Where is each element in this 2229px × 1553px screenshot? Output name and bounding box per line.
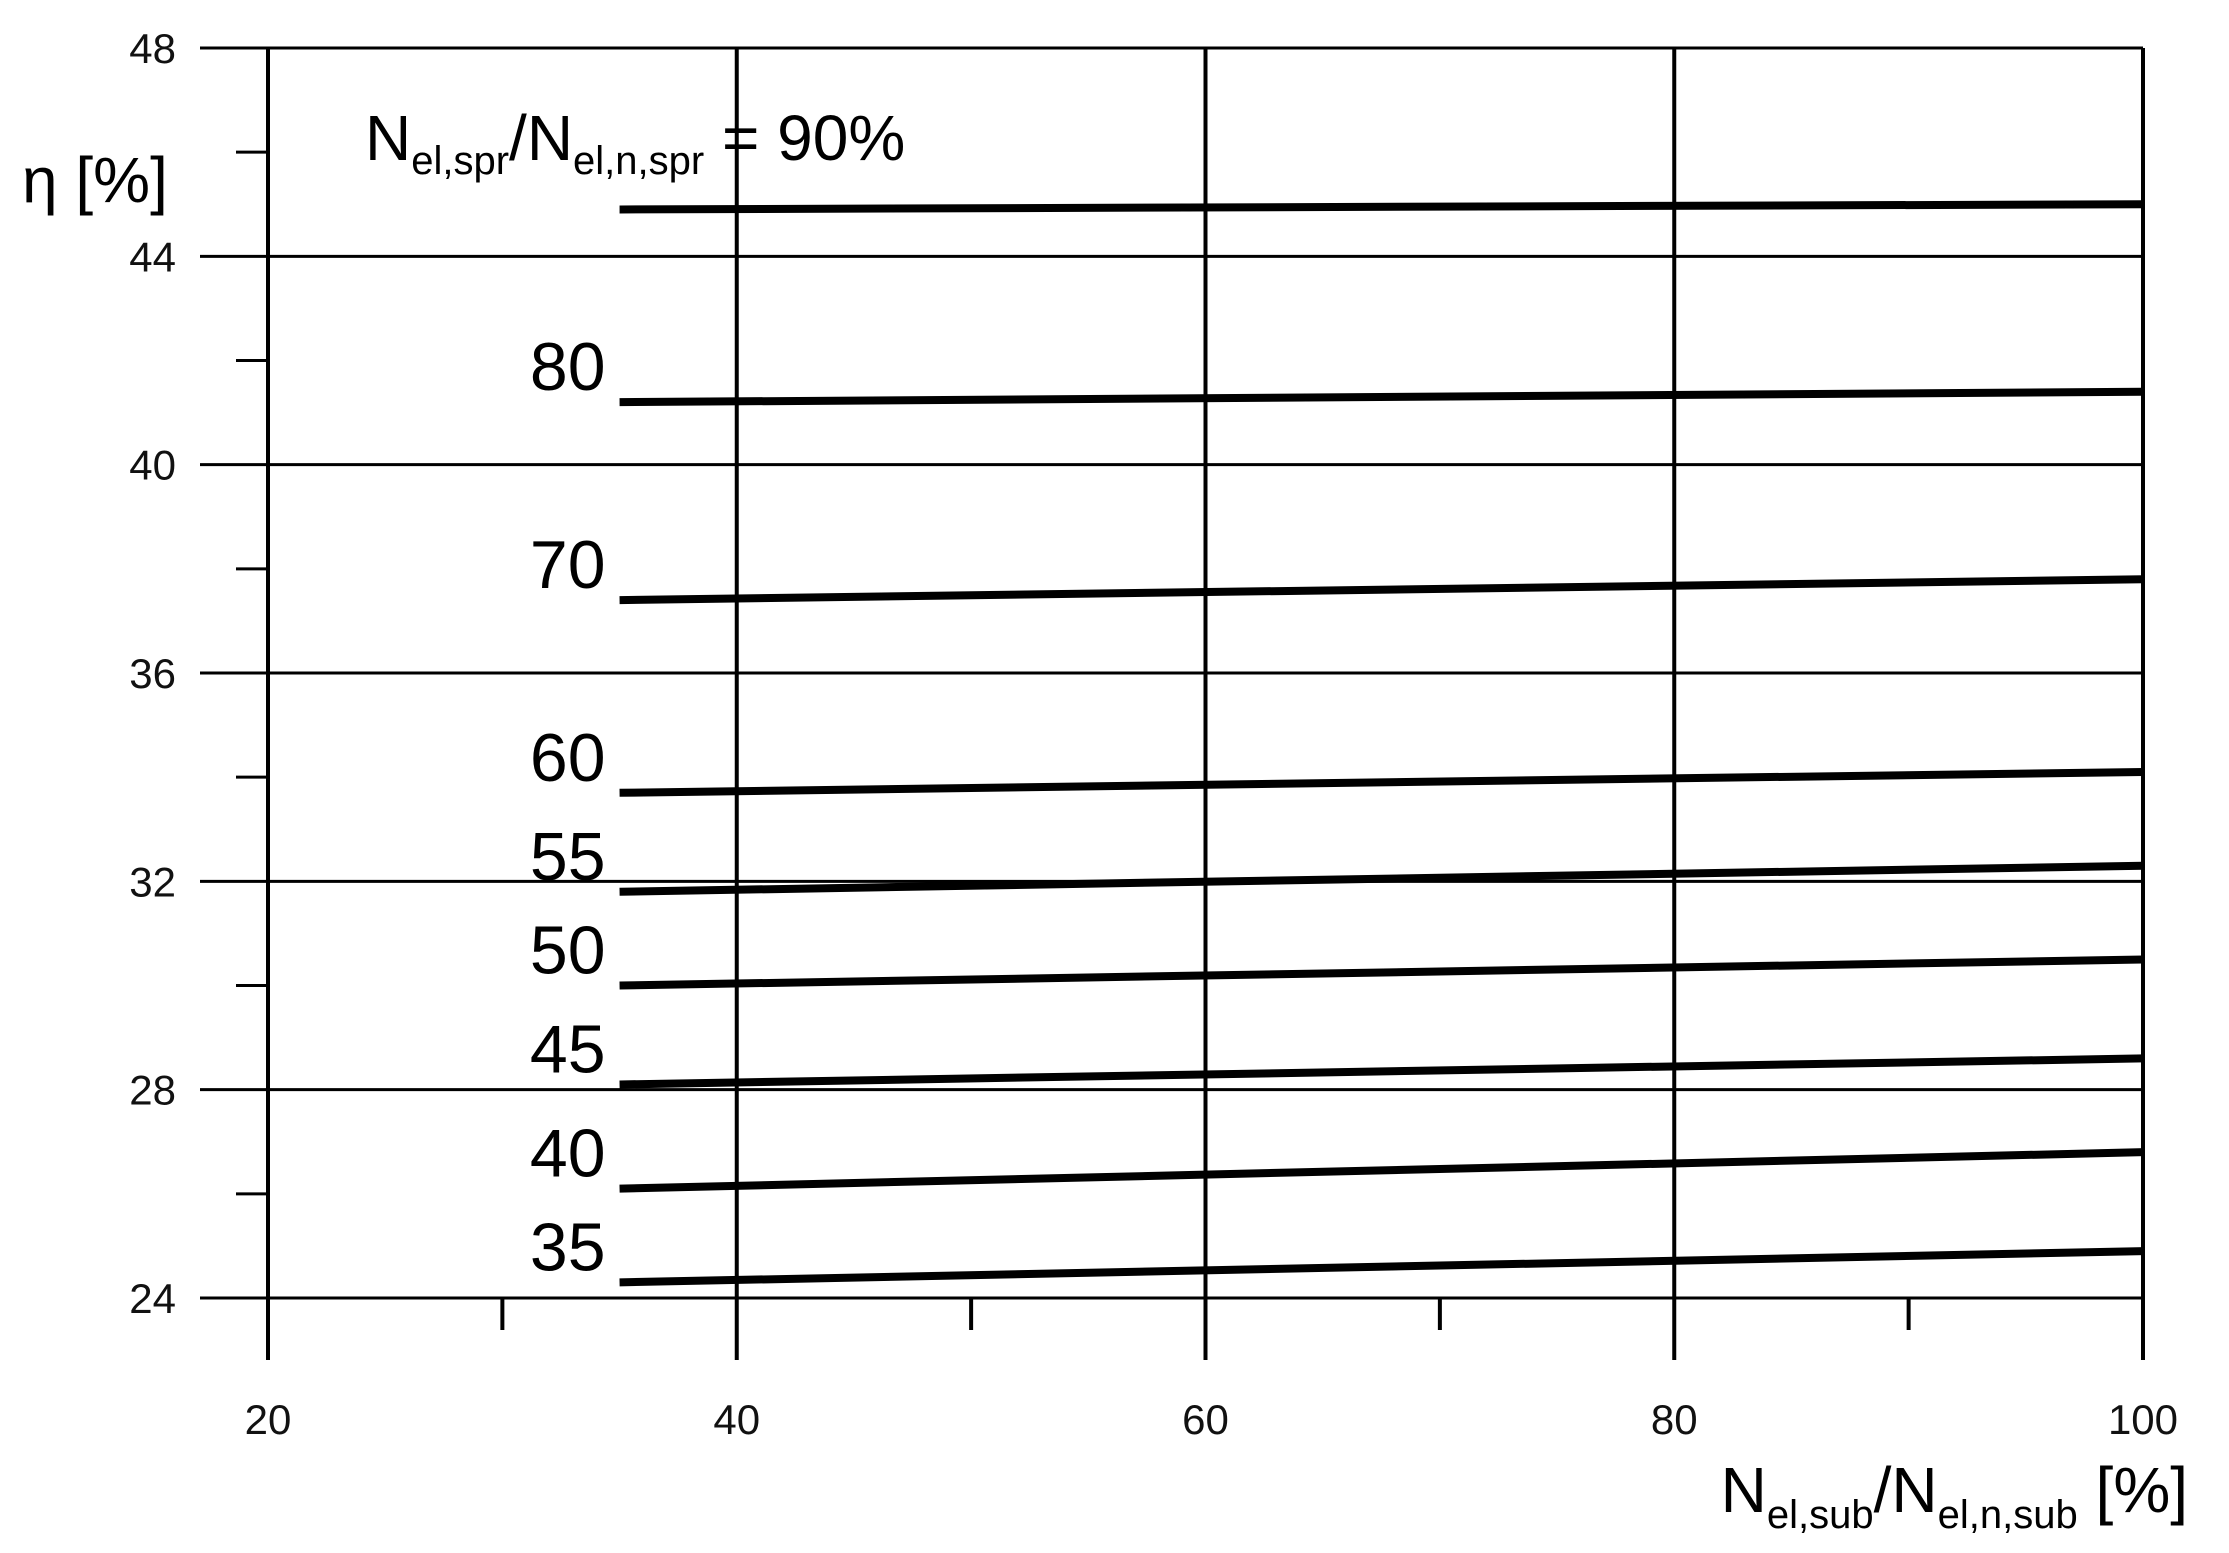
x-tick-label-80: 80 (1651, 1396, 1698, 1443)
series-labels: 80 70 60 55 50 45 40 35 (530, 329, 606, 1285)
series-header-rest: = 90% (704, 102, 905, 174)
series-header-slash: /N (509, 102, 573, 174)
x-tick-label-60: 60 (1182, 1396, 1229, 1443)
x-axis-label-unit: [%] (2078, 1454, 2188, 1526)
series-header-main: N (365, 102, 411, 174)
series-line-40 (619, 1148, 2144, 1193)
series-line-55 (619, 861, 2144, 896)
y-tick-label-44: 44 (129, 233, 176, 280)
series-line-60 (619, 767, 2144, 797)
series-lines (619, 200, 2144, 1287)
x-tick-label-100: 100 (2108, 1396, 2178, 1443)
series-line-80 (619, 387, 2144, 407)
series-label-55: 55 (530, 819, 606, 895)
x-axis-label-main: N (1721, 1454, 1767, 1526)
y-tick-label-40: 40 (129, 442, 176, 489)
series-label-70: 70 (530, 527, 606, 603)
x-axis-label-slash: /N (1874, 1454, 1938, 1526)
series-label-80: 80 (530, 329, 606, 405)
y-tick-label-32: 32 (129, 858, 176, 905)
series-line-50 (619, 955, 2144, 990)
series-header-label: Nel,spr/Nel,n,spr = 90% (365, 102, 905, 183)
grid (200, 46, 2145, 1360)
x-axis-label-sub2: el,n,sub (1938, 1493, 2078, 1537)
y-tick-label-48: 48 (129, 25, 176, 72)
series-label-50: 50 (530, 913, 606, 989)
series-line-70 (619, 575, 2144, 605)
x-tick-label-40: 40 (713, 1396, 760, 1443)
x-axis-label: Nel,sub/Nel,n,sub [%] (1721, 1454, 2188, 1537)
series-label-35: 35 (530, 1209, 606, 1285)
y-axis-label: η [%] (22, 144, 168, 216)
x-tick-label-20: 20 (245, 1396, 292, 1443)
series-line-35 (619, 1247, 2144, 1287)
series-header-sub2: el,n,spr (573, 139, 704, 183)
tick-labels: 20 40 60 80 100 24 28 32 36 40 44 48 (129, 25, 2178, 1443)
series-line-45 (619, 1054, 2144, 1089)
y-tick-label-36: 36 (129, 650, 176, 697)
x-axis-label-sub1: el,sub (1767, 1493, 1874, 1537)
series-label-45: 45 (530, 1011, 606, 1087)
series-header-sub1: el,spr (411, 139, 509, 183)
axis-ticks (236, 150, 1911, 1330)
series-line-90 (619, 200, 2144, 214)
series-label-40: 40 (530, 1116, 606, 1192)
y-tick-label-28: 28 (129, 1067, 176, 1114)
y-tick-label-24: 24 (129, 1275, 176, 1322)
series-label-60: 60 (530, 720, 606, 796)
